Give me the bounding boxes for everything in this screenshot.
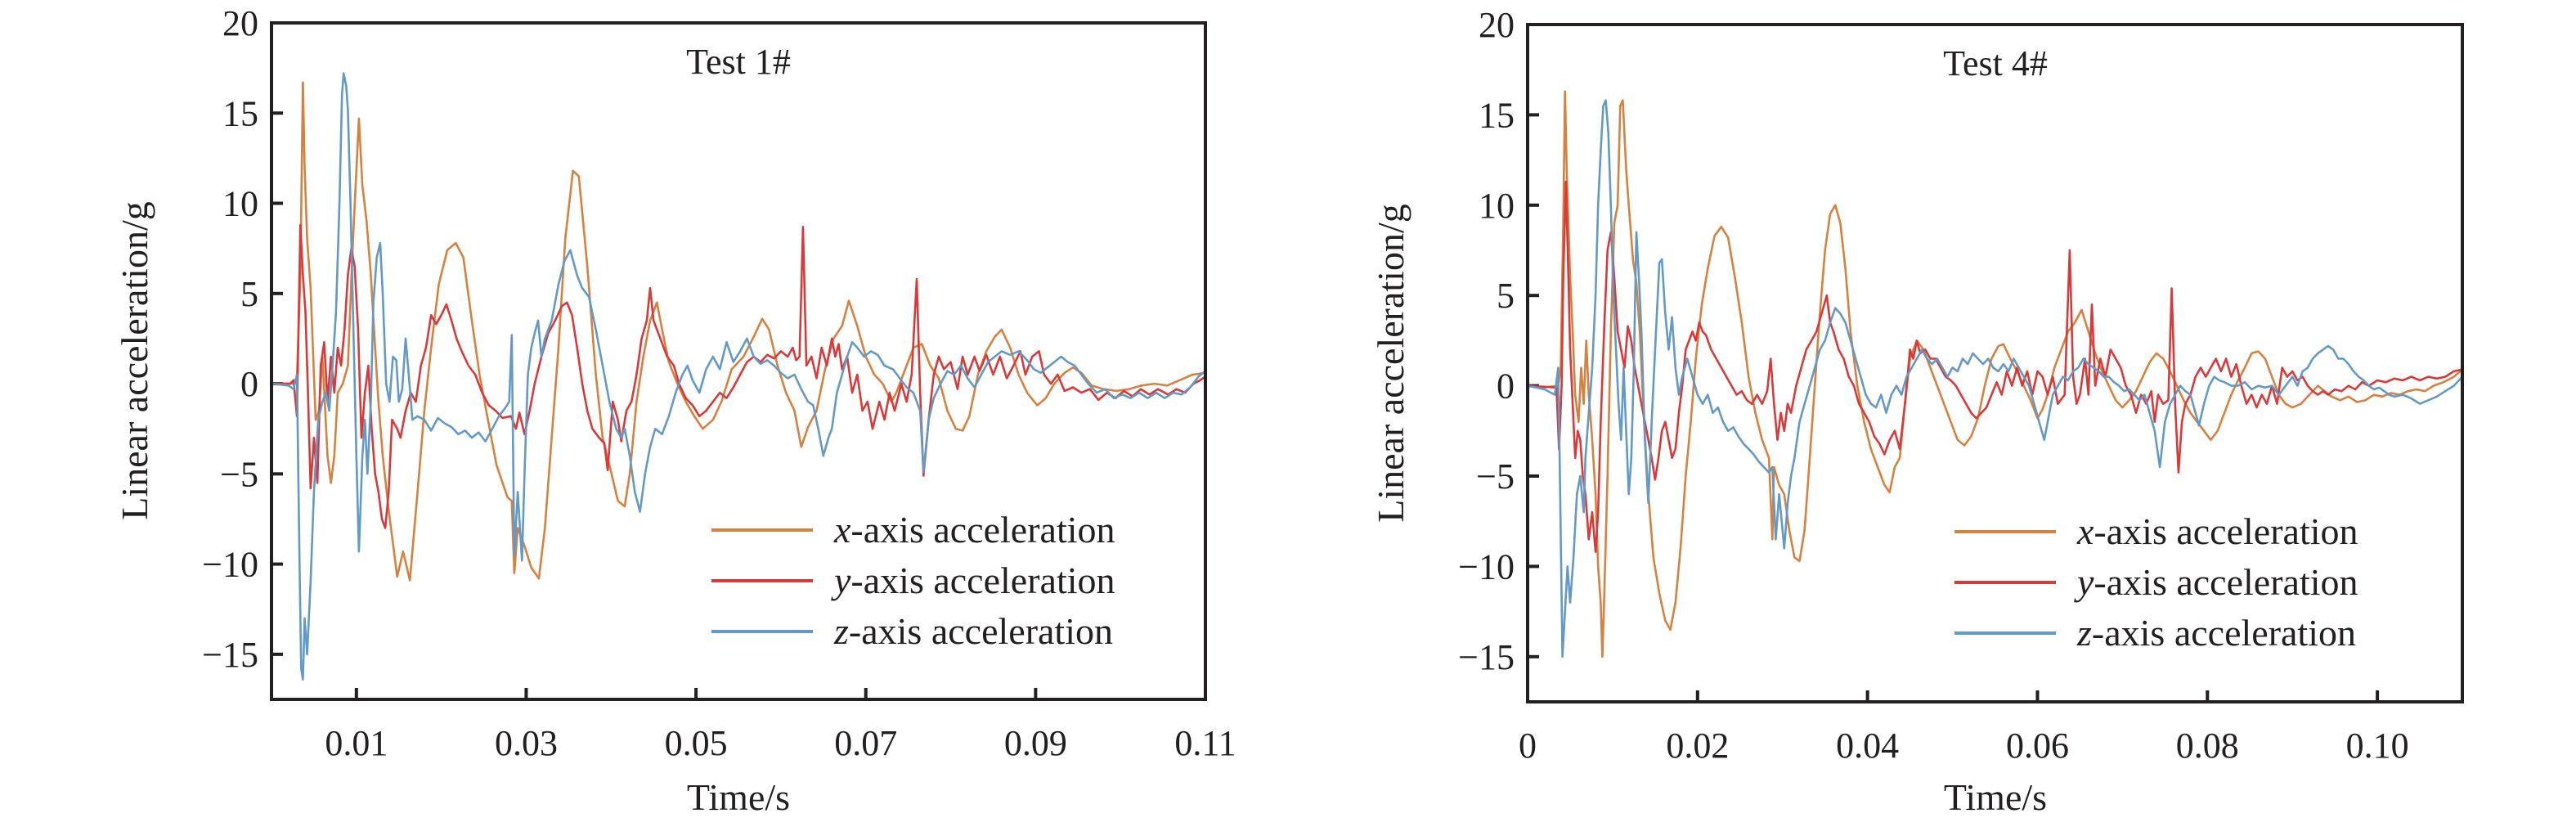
y-tick-label: 5 <box>1497 276 1515 316</box>
chart-title: Test 4# <box>1943 43 2048 83</box>
x-tick-label: 0.10 <box>2346 726 2409 766</box>
legend-suffix: -axis acceleration <box>2092 612 2356 654</box>
legend-var: y <box>2074 561 2094 603</box>
y-tick-label: 0 <box>1497 366 1515 407</box>
plot-frame <box>270 21 1207 701</box>
y-tick-label: −10 <box>1458 546 1515 587</box>
legend-label-x: x-axis acceleration <box>833 509 1115 551</box>
series-group <box>1526 90 2464 658</box>
series-line-z-axis <box>1526 99 2464 658</box>
plot-frame <box>1526 23 2464 703</box>
series-line-x-axis <box>1526 90 2464 658</box>
series-line-y-axis <box>1526 180 2464 554</box>
y-tick-label: 0 <box>240 364 258 404</box>
legend-var: z <box>2076 612 2092 654</box>
y-tick-label: 15 <box>1479 95 1515 135</box>
legend-label-z: z-axis acceleration <box>2076 612 2356 654</box>
legend-label-x: x-axis acceleration <box>2076 510 2358 552</box>
y-ticks: 20 15 10 5 0 −5 −10 −15 <box>1458 5 1539 677</box>
legend-suffix: -axis acceleration <box>2094 561 2358 603</box>
series-line-z-axis <box>270 72 1207 681</box>
legend-suffix: -axis acceleration <box>849 610 1113 652</box>
legend-var: z <box>833 610 849 652</box>
y-tick-label: 5 <box>240 274 258 314</box>
x-axis-label: Time/s <box>1944 776 2047 818</box>
legend-suffix: -axis acceleration <box>2094 510 2358 552</box>
y-tick-label: −15 <box>202 635 258 675</box>
series-line-y-axis <box>270 223 1207 529</box>
series-line-x-axis <box>270 81 1207 582</box>
y-tick-label: −10 <box>202 545 258 585</box>
y-axis-label: Linear acceleration/g <box>114 201 155 519</box>
x-tick-label: 0.06 <box>2006 726 2069 766</box>
y-tick-label: −5 <box>220 454 258 494</box>
y-tick-label: 10 <box>1479 186 1515 226</box>
legend-var: y <box>831 560 851 601</box>
y-tick-label: 20 <box>1479 5 1515 45</box>
x-tick-label: 0 <box>1519 726 1537 766</box>
x-axis-label: Time/s <box>687 776 790 818</box>
y-tick-label: −15 <box>1458 637 1515 677</box>
legend-var: x <box>2076 510 2094 552</box>
x-ticks: 0.01 0.03 0.05 0.07 0.09 0.11 <box>325 688 1236 763</box>
x-tick-label: 0.01 <box>325 723 388 763</box>
x-ticks: 0 0.02 0.04 0.06 0.08 0.10 <box>1519 690 2409 766</box>
chart-title: Test 1# <box>686 42 791 82</box>
y-tick-label: 15 <box>222 93 258 133</box>
x-tick-label: 0.03 <box>495 723 558 763</box>
series-group <box>270 72 1207 681</box>
x-tick-label: 0.02 <box>1666 726 1729 766</box>
y-tick-label: 20 <box>222 3 258 43</box>
x-tick-label: 0.08 <box>2176 726 2239 766</box>
y-tick-label: −5 <box>1476 456 1515 497</box>
x-tick-label: 0.11 <box>1174 723 1236 763</box>
x-tick-label: 0.07 <box>834 723 897 763</box>
legend-var: x <box>833 509 851 551</box>
y-tick-label: 10 <box>222 184 258 224</box>
legend-suffix: -axis acceleration <box>850 509 1115 551</box>
x-tick-label: 0.05 <box>665 723 728 763</box>
legend-label-y: y-axis acceleration <box>2074 561 2358 603</box>
legend-label-z: z-axis acceleration <box>833 610 1113 652</box>
legend-label-y: y-axis acceleration <box>831 560 1115 601</box>
y-axis-label: Linear acceleration/g <box>1370 204 1411 522</box>
legend-suffix: -axis acceleration <box>850 560 1115 601</box>
y-ticks: 20 15 10 5 0 −5 −10 −15 <box>202 3 283 675</box>
chart-test-1: Linear acceleration/g Time/s Test 1# 20 1… <box>114 3 1236 818</box>
x-tick-label: 0.09 <box>1004 723 1067 763</box>
chart-test-4: Linear acceleration/g Time/s Test 4# 20 1… <box>1370 5 2464 818</box>
x-tick-label: 0.04 <box>1836 726 1899 766</box>
